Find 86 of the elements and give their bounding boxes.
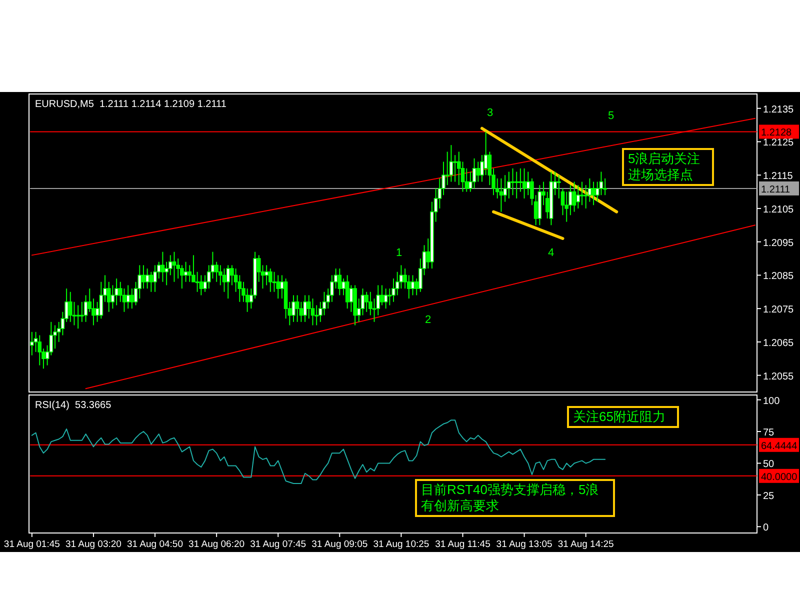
candlestick — [580, 181, 584, 206]
y-tick-label: 1.2065 — [763, 338, 794, 349]
ref-line-label: 1.2128 — [761, 128, 792, 139]
candlestick — [476, 161, 480, 182]
candlestick — [172, 251, 176, 282]
y-tick-label: 1.2075 — [763, 304, 794, 316]
candlestick — [264, 264, 268, 286]
candlestick — [195, 271, 200, 292]
candlestick — [303, 294, 307, 322]
y-tick-label: 1.2055 — [763, 371, 794, 382]
y-tick-label: 25 — [763, 490, 775, 502]
candlestick — [184, 261, 188, 282]
candlestick — [310, 298, 315, 326]
ref-line-label: 64.4444 — [761, 440, 798, 452]
annotation: 1 — [396, 247, 402, 259]
candlestick — [364, 291, 368, 312]
x-tick-label: 31 Aug 01:45 — [4, 539, 60, 550]
candlestick — [384, 288, 388, 310]
x-tick-label: 31 Aug 03:20 — [65, 539, 122, 550]
candlestick — [68, 291, 72, 322]
x-tick-label: 31 Aug 13:05 — [496, 539, 552, 550]
candlestick — [160, 251, 165, 282]
annotation: 5 — [608, 110, 614, 122]
candlestick — [214, 261, 218, 282]
candlestick — [380, 284, 384, 306]
y-tick-label: 1.2085 — [763, 271, 794, 282]
y-tick-label: 1.2135 — [763, 104, 794, 116]
candlestick — [199, 274, 204, 296]
candlestick — [145, 268, 150, 290]
x-tick-label: 31 Aug 07:45 — [250, 539, 306, 550]
candlestick — [506, 171, 511, 199]
candlestick — [410, 274, 415, 296]
y-tick-label: 0 — [763, 522, 769, 534]
chart-title: RSI(14) 53.3665 — [35, 400, 112, 411]
x-tick-label: 31 Aug 09:05 — [312, 539, 368, 550]
candlestick — [268, 268, 272, 292]
candlestick — [114, 278, 118, 306]
candlestick — [499, 178, 504, 212]
y-tick-label: 1.2105 — [763, 204, 794, 216]
candlestick — [526, 171, 530, 196]
candlestick — [126, 284, 130, 310]
candlestick — [514, 171, 518, 199]
candlestick — [349, 284, 354, 312]
candlestick — [295, 294, 300, 322]
annotation: 目前RST40强势支撑启稳，5浪有创新高要求 — [415, 479, 615, 517]
x-tick-label: 31 Aug 10:25 — [373, 539, 430, 550]
ref-line-label: 1.2111 — [761, 184, 791, 196]
y-tick-label: 1.2115 — [763, 171, 794, 182]
annotation: 2 — [424, 314, 432, 326]
candlestick — [292, 294, 296, 322]
candlestick — [226, 264, 230, 300]
annotation: 关注65附近阻力 — [567, 406, 679, 428]
candlestick — [453, 154, 457, 182]
candlestick — [153, 264, 157, 292]
candlestick — [276, 274, 280, 300]
y-tick-label: 75 — [763, 428, 775, 439]
candlestick — [472, 158, 476, 189]
candlestick — [149, 271, 154, 292]
annotation: 5浪启动关注进场选择点 — [622, 148, 714, 186]
candlestick — [142, 264, 146, 290]
annotation: 4 — [548, 247, 554, 259]
candlestick — [510, 168, 515, 196]
candlestick — [38, 334, 42, 366]
candlestick — [130, 288, 134, 310]
candlestick — [272, 271, 276, 292]
candlestick — [522, 168, 526, 199]
chart-title: EURUSD,M5 1.2111 1.2114 1.2109 1.2111 — [35, 99, 227, 110]
candlestick — [592, 181, 596, 206]
y-tick-label: 100 — [763, 396, 780, 407]
candlestick — [449, 144, 454, 182]
y-tick-label: 1.2095 — [763, 238, 794, 249]
candlestick — [76, 304, 80, 330]
ref-line-label: 40.0000 — [761, 472, 798, 483]
x-tick-label: 31 Aug 11:45 — [435, 539, 490, 550]
annotation: 3 — [486, 107, 494, 119]
candlestick — [345, 274, 350, 310]
candlestick — [572, 181, 576, 212]
candlestick — [338, 268, 342, 296]
x-tick-label: 31 Aug 06:20 — [188, 539, 245, 550]
y-tick-label: 1.2125 — [763, 138, 794, 149]
candlestick — [518, 168, 522, 192]
candlestick — [222, 268, 226, 292]
y-tick-label: 50 — [763, 459, 775, 470]
x-tick-label: 31 Aug 14:25 — [558, 539, 614, 550]
x-tick-label: 31 Aug 04:50 — [127, 539, 184, 550]
candlestick — [576, 184, 580, 209]
